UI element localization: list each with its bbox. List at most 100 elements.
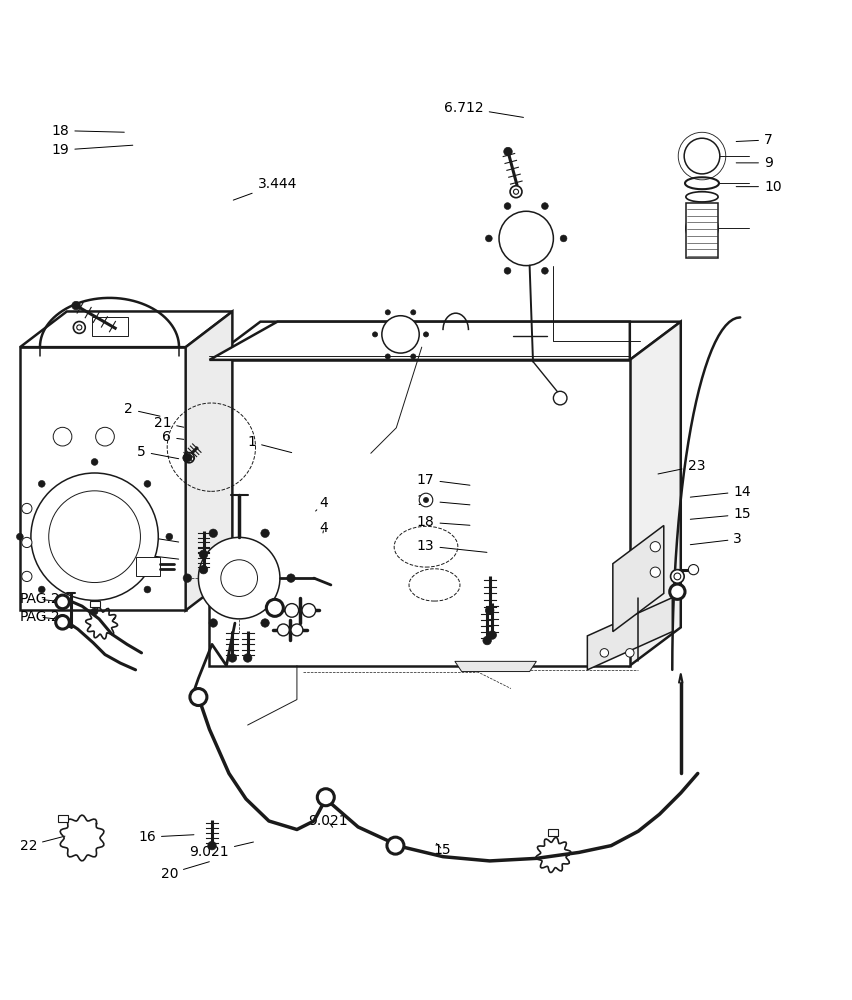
Text: PAG.2: PAG.2: [20, 610, 60, 624]
FancyBboxPatch shape: [89, 601, 100, 607]
Text: PAG.2: PAG.2: [20, 592, 60, 606]
Circle shape: [504, 203, 511, 209]
Circle shape: [674, 573, 681, 580]
Text: 3: 3: [690, 532, 742, 546]
Polygon shape: [210, 360, 630, 666]
Circle shape: [22, 503, 32, 514]
Circle shape: [183, 574, 192, 582]
Polygon shape: [20, 347, 186, 610]
Circle shape: [554, 391, 567, 405]
Text: 13: 13: [417, 539, 487, 553]
Circle shape: [22, 537, 32, 548]
Circle shape: [514, 189, 519, 194]
Circle shape: [671, 570, 684, 583]
Polygon shape: [92, 317, 128, 336]
Text: 9.021: 9.021: [189, 842, 253, 859]
Circle shape: [684, 138, 720, 174]
Circle shape: [95, 427, 114, 446]
Polygon shape: [20, 311, 233, 347]
Circle shape: [261, 529, 269, 538]
Text: 10: 10: [736, 180, 781, 194]
Circle shape: [38, 586, 45, 593]
Text: 6: 6: [163, 430, 184, 444]
Text: 5: 5: [137, 445, 179, 459]
Circle shape: [16, 533, 23, 540]
Circle shape: [209, 529, 217, 538]
Circle shape: [499, 211, 554, 266]
Text: 23: 23: [658, 459, 705, 474]
Text: 4: 4: [320, 521, 328, 535]
Text: 16: 16: [138, 830, 194, 844]
Circle shape: [184, 453, 194, 463]
Circle shape: [166, 533, 173, 540]
Circle shape: [77, 325, 82, 330]
Text: 9: 9: [736, 156, 773, 170]
Circle shape: [385, 354, 390, 359]
Text: 3.444: 3.444: [233, 177, 296, 200]
Circle shape: [187, 455, 192, 460]
Circle shape: [49, 491, 141, 583]
Circle shape: [411, 310, 416, 315]
Circle shape: [688, 565, 699, 575]
Circle shape: [411, 354, 416, 359]
Text: 7: 7: [736, 133, 773, 147]
Circle shape: [209, 619, 217, 627]
Text: 6.712: 6.712: [444, 101, 523, 117]
Text: 21: 21: [153, 416, 184, 430]
Circle shape: [244, 654, 252, 662]
Text: 22: 22: [20, 836, 65, 853]
Text: 15: 15: [690, 507, 751, 521]
Text: 20: 20: [160, 862, 210, 881]
Circle shape: [686, 212, 718, 244]
Circle shape: [504, 267, 511, 274]
Circle shape: [72, 301, 80, 310]
Circle shape: [650, 567, 660, 577]
Polygon shape: [686, 203, 718, 258]
Polygon shape: [210, 322, 681, 360]
Circle shape: [91, 459, 98, 465]
FancyBboxPatch shape: [58, 815, 68, 822]
Circle shape: [261, 619, 269, 627]
Text: 15: 15: [434, 843, 452, 857]
Text: 9.021: 9.021: [308, 814, 348, 828]
Circle shape: [510, 186, 522, 198]
Circle shape: [285, 604, 298, 617]
Circle shape: [55, 595, 69, 609]
Text: 14: 14: [690, 485, 751, 499]
Circle shape: [419, 493, 433, 507]
Circle shape: [199, 550, 208, 559]
Circle shape: [38, 480, 45, 487]
Circle shape: [208, 841, 216, 850]
Circle shape: [504, 147, 512, 156]
Circle shape: [73, 321, 85, 333]
Circle shape: [278, 624, 290, 636]
Polygon shape: [455, 661, 537, 672]
Circle shape: [221, 560, 257, 596]
Circle shape: [650, 542, 660, 552]
Polygon shape: [136, 557, 160, 576]
Circle shape: [670, 584, 685, 599]
Circle shape: [302, 604, 315, 617]
Circle shape: [22, 571, 32, 582]
Polygon shape: [210, 322, 630, 360]
Circle shape: [486, 606, 494, 615]
Circle shape: [183, 454, 192, 462]
Circle shape: [144, 586, 151, 593]
Text: 1: 1: [247, 435, 291, 453]
Circle shape: [199, 565, 208, 574]
Circle shape: [53, 427, 72, 446]
Circle shape: [228, 654, 237, 662]
Text: 12: 12: [130, 529, 179, 543]
Circle shape: [91, 608, 98, 615]
FancyBboxPatch shape: [549, 829, 558, 836]
Text: 18: 18: [52, 124, 124, 138]
Circle shape: [267, 599, 284, 616]
Circle shape: [560, 235, 567, 242]
Text: 11: 11: [130, 547, 179, 561]
Circle shape: [486, 235, 492, 242]
Circle shape: [625, 649, 634, 657]
Circle shape: [144, 480, 151, 487]
Text: 17: 17: [417, 473, 470, 487]
Text: 18: 18: [417, 515, 470, 529]
Circle shape: [31, 473, 158, 600]
